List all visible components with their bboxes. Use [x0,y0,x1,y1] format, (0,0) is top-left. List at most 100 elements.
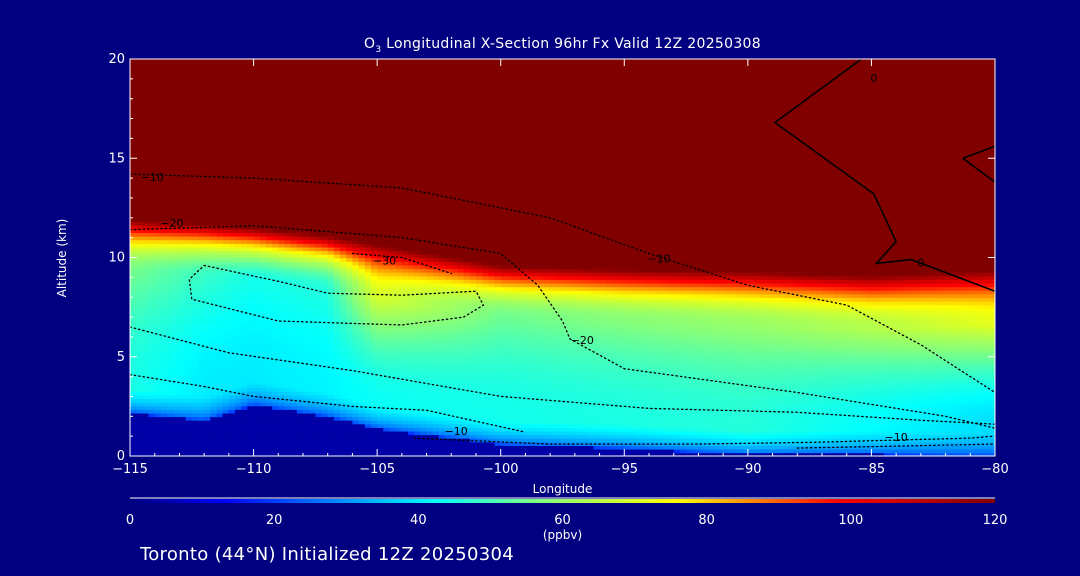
field-cell [222,336,230,342]
field-cell [537,448,545,454]
field-cell [296,279,304,284]
field-cell [642,271,650,277]
field-cell [352,445,360,450]
field-cell [364,261,372,266]
field-cell [525,412,533,418]
field-cell [401,297,409,302]
field-cell [352,416,360,421]
field-cell [401,286,409,291]
field-cell [204,253,212,259]
field-cell [321,398,329,403]
field-cell [148,423,156,428]
field-cell [371,246,378,252]
field-cell [611,445,619,450]
field-cell [531,290,539,295]
field-cell [321,282,329,288]
field-cell [445,300,453,306]
field-cell [568,405,576,410]
field-cell [247,279,255,284]
field-cell [204,225,212,230]
field-cell [537,351,545,356]
field-cell [179,304,187,309]
field-cell [216,232,224,237]
field-cell [340,434,348,439]
field-cell [253,239,261,244]
field-cell [185,354,193,360]
field-cell [216,416,224,421]
field-cell [364,271,372,277]
field-cell [649,340,656,345]
field-cell [130,304,137,309]
field-cell [185,326,193,331]
field-cell [346,344,354,349]
field-cell [284,401,292,407]
field-cell [568,336,576,342]
field-cell [241,448,249,454]
field-cell [228,398,236,403]
field-cell [284,232,292,237]
field-cell [358,373,366,378]
field-cell [284,409,292,414]
field-cell [550,376,558,381]
field-cell [358,261,366,266]
field-cell [401,419,409,425]
field-cell [130,275,137,280]
field-cell [445,264,453,270]
field-cell [519,293,527,298]
field-cell [204,286,212,291]
field-cell [204,243,212,248]
field-cell [611,380,619,385]
field-cell [519,452,527,456]
field-cell [278,300,286,306]
field-cell [259,250,267,255]
field-cell [235,311,242,316]
field-cell [482,380,490,385]
field-cell [346,271,354,277]
field-cell [599,405,607,410]
field-cell [624,376,632,381]
field-cell [259,329,267,335]
field-cell [525,326,533,331]
field-cell [550,347,558,353]
field-cell [488,261,496,266]
field-cell [599,279,607,284]
field-cell [228,365,236,371]
field-cell [445,394,453,399]
field-cell [272,318,280,324]
field-cell [420,434,428,439]
field-cell [284,329,292,335]
field-cell [408,293,415,298]
field-cell [550,300,558,306]
field-cell [581,340,588,345]
field-cell [241,333,249,338]
field-cell [247,438,255,443]
field-cell [191,318,199,324]
field-cell [340,373,348,378]
field-cell [191,412,199,418]
field-cell [618,409,626,414]
field-cell [408,253,415,259]
field-cell [432,401,440,407]
field-cell [377,448,385,454]
field-cell [438,290,446,295]
field-cell [432,423,440,428]
field-cell [469,376,477,381]
field-cell [408,279,415,284]
field-cell [241,250,249,255]
field-cell [216,445,224,450]
field-cell [358,445,366,450]
field-cell [401,257,409,262]
field-cell [210,329,218,335]
field-cell [506,293,514,298]
field-cell [204,268,212,273]
field-cell [624,405,632,410]
field-cell [506,391,514,396]
field-cell [432,308,440,313]
field-cell [525,264,533,270]
field-cell [352,290,360,295]
field-cell [550,409,558,414]
field-cell [222,376,230,381]
field-cell [451,405,459,410]
field-cell [445,419,453,425]
field-cell [500,412,508,418]
